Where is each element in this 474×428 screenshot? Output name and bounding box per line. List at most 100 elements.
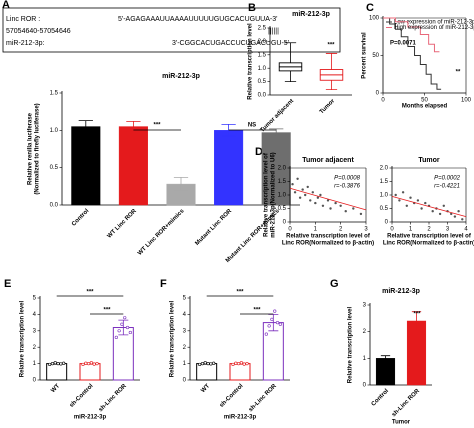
data-point [89,361,93,365]
panel-label: F [160,278,167,290]
annotation: *** [236,290,244,296]
whisker [325,53,338,91]
linc-label: Linc ROR : [6,16,40,23]
annotation: ** [456,70,461,76]
x-tick-label: sh-Linc ROR [248,383,278,413]
data-point [84,361,88,365]
error-bar [173,176,189,192]
x-axis-label: miR-212-3p [74,415,107,421]
data-point [128,330,132,335]
data-point [352,207,355,210]
annotation: r=-0.3876 [334,184,361,190]
pairing: |||||| [268,28,279,35]
y-tick-label: 1.0 [50,128,59,134]
y-tick-label: 0 [283,220,287,226]
site: 57054640-57054646 [6,28,71,35]
data-point [416,199,420,202]
data-point [293,191,297,194]
x-tick-label: sh-Control [69,383,95,409]
annotation: NS [248,123,256,129]
annotation: r=-0.4221 [434,184,460,190]
bar [229,363,251,381]
y-tick-label: 3 [33,328,37,334]
data-point [203,361,207,365]
bar [118,126,148,206]
y-axis-label: Relative transcription level [348,306,354,383]
x-tick-label: sh-Linc ROR [391,388,421,418]
data-point [120,322,124,326]
data-point [453,215,457,218]
data-point [450,212,453,216]
data-point [359,212,363,216]
data-point [117,329,121,333]
y-tick-label: 0.5 [278,206,287,212]
data-point [344,210,347,213]
data-point [209,362,213,366]
bar [71,126,101,206]
y-tick-label: 0 [363,383,367,389]
annotation: *** [153,123,161,129]
x-tick-label: 0 [381,98,385,104]
x-tick-label: 1 [314,227,318,233]
data-point [298,196,302,199]
x-tick-label: 2 [427,227,431,233]
data-point [245,362,249,366]
data-point [314,201,317,205]
x-tick-label: Mutant Linc ROR [194,208,233,247]
y-tick-label: 1.0 [380,193,389,199]
chart-title: miR-212-3p [382,288,420,295]
y-tick-label: 4 [33,312,37,318]
data-point [321,204,325,207]
y-tick-label: 2.5 [258,26,267,32]
panel-label: C [366,2,374,14]
data-point [319,193,322,197]
error-bar [78,120,93,133]
data-point [442,204,445,207]
data-point [316,196,320,199]
data-point [334,201,337,205]
data-point [401,191,405,194]
data-point [438,212,442,216]
y-axis-label: Relative transcription level [20,300,26,377]
x-tick-label: 4 [464,227,468,233]
data-point [304,193,307,197]
data-point [234,361,238,365]
y-tick-label: 2.0 [380,166,389,172]
panel-label: G [330,278,339,290]
data-point [326,199,330,202]
x-tick-label: 2 [339,227,343,233]
data-point [291,183,294,186]
annotation: *** [103,308,111,314]
y-tick-label: 1.0 [258,66,267,72]
error-bar [380,355,391,362]
data-point [275,321,280,325]
sequence-box [2,7,341,53]
data-point [309,199,312,202]
linc-sequence: 5'-AGAGAAAUUAAAAUUUUUGUGCACUGUUA-3' [118,16,277,23]
x-axis-label: Linc ROR(Normalized to β-actin) [383,241,474,247]
annotation: P=0.0008 [334,176,361,182]
chart-title: miR-212-3p [162,73,200,80]
data-point [53,361,57,365]
data-point [242,362,246,366]
x-tick-label: 0 [390,227,394,233]
y-tick-label: 0 [183,378,187,384]
data-point [198,362,202,367]
x-tick-label: WT [50,383,61,394]
x-axis-label: Relative transcription level of [387,234,472,240]
data-point [123,316,127,320]
x-tick-label: WT [200,383,211,394]
y-tick-label: 3 [183,328,187,334]
y-tick-label: 2 [183,345,187,351]
data-point [461,218,464,221]
annotation: *** [327,43,335,49]
data-point [424,201,427,205]
bar [79,363,101,381]
y-tick-label: 1.5 [50,91,59,97]
y-tick-label: 0.0 [258,93,267,99]
data-point [409,196,412,199]
x-axis-label: miR-212-3p [224,415,257,421]
y-axis-label: Relative renilla luciferase [28,112,34,185]
bar [112,327,134,381]
